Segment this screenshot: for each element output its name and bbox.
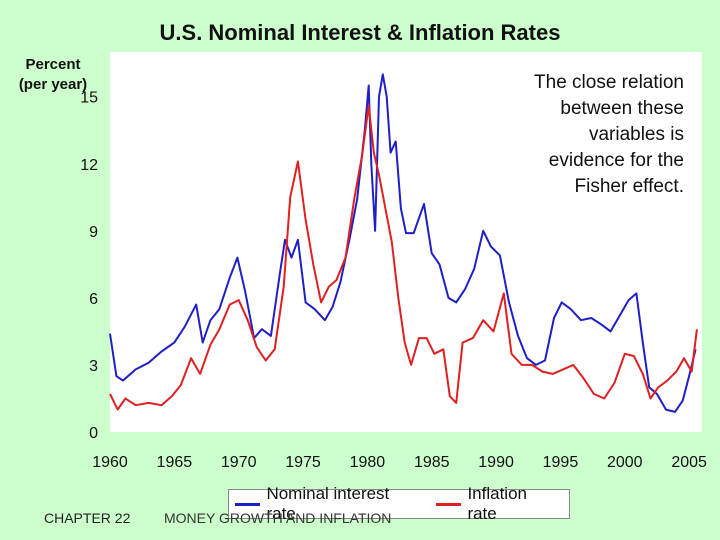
legend-swatch-nominal (235, 502, 261, 506)
plot-area (110, 52, 702, 432)
x-tick-label: 1995 (543, 454, 579, 471)
series-line-nominal-interest-rate (109, 73, 697, 413)
legend-swatch-inflation (436, 502, 462, 506)
x-tick-label: 1960 (92, 454, 128, 471)
x-tick-label: 2005 (671, 454, 707, 471)
x-tick-label: 1990 (478, 454, 514, 471)
y-tick-label: 3 (89, 358, 98, 375)
legend: Nominal interest rate Inflation rate (228, 484, 570, 523)
x-tick-label: 2000 (607, 454, 643, 471)
footer-chapter: CHAPTER 22 (44, 510, 131, 526)
series-layer (109, 73, 698, 413)
legend-label-inflation: Inflation rate (467, 484, 527, 523)
y-axis-label-line-2: (per year) (18, 76, 88, 93)
x-tick-label: 1965 (157, 454, 193, 471)
y-axis-label: Percent (per year) (6, 55, 100, 95)
y-tick-labels: 0 3 6 9 12 15 (80, 90, 98, 442)
legend-item-inflation: Inflation rate (436, 484, 559, 524)
legend-item-nominal: Nominal interest rate (235, 484, 420, 524)
chart-title: U.S. Nominal Interest & Inflation Rates (159, 20, 561, 45)
x-tick-label: 1970 (221, 454, 257, 471)
y-axis-label-line-1: Percent (25, 56, 81, 73)
y-tick-label: 12 (80, 157, 98, 174)
x-tick-labels: 1960 1965 1970 1975 1980 1985 1990 1995 2000 2005 (92, 454, 707, 471)
series-line-inflation-rate (109, 104, 698, 411)
y-tick-label: 15 (80, 90, 98, 107)
y-tick-label: 0 (89, 425, 98, 442)
legend-label-nominal: Nominal interest rate (266, 484, 390, 523)
y-tick-label: 9 (89, 224, 98, 241)
y-tick-label: 6 (89, 291, 98, 308)
fisher-effect-annotation: The close relation between these variabl… (534, 72, 684, 197)
footer-subtitle: MONEY GROWTH AND INFLATION (164, 510, 392, 526)
x-tick-label: 1985 (414, 454, 450, 471)
x-tick-label: 1980 (350, 454, 386, 471)
x-tick-label: 1975 (285, 454, 321, 471)
